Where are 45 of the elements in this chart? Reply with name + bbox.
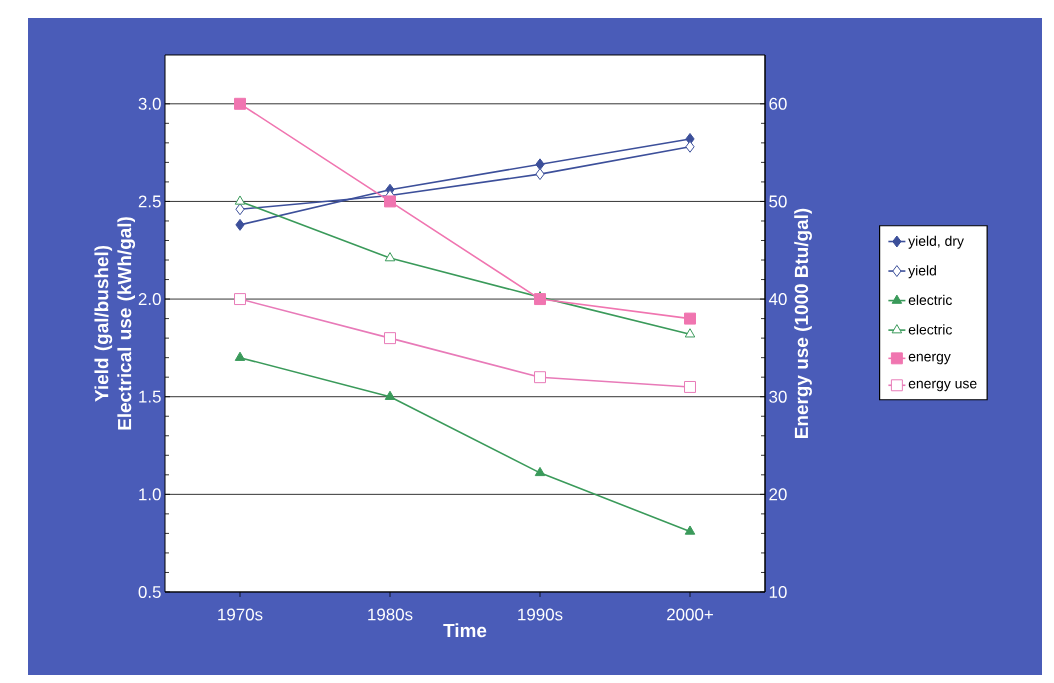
y-tick-label: 1.5 xyxy=(139,390,161,403)
y2-tick-label: 40 xyxy=(768,293,787,306)
point xyxy=(684,328,696,338)
legend-label: electric xyxy=(908,294,952,306)
point xyxy=(534,293,546,306)
point xyxy=(534,466,546,477)
point xyxy=(384,332,396,345)
y-tick-label: 1.0 xyxy=(139,488,161,501)
y2-tick-label: 50 xyxy=(769,195,787,208)
legend-label: energy xyxy=(908,353,951,365)
point xyxy=(684,312,696,325)
y-tick-label: 2.0 xyxy=(138,293,161,306)
point xyxy=(384,390,396,400)
point xyxy=(235,218,245,231)
y-tick-label: 3.0 xyxy=(138,97,161,110)
point xyxy=(384,252,396,262)
y2-tick-label: 30 xyxy=(769,390,787,403)
point xyxy=(685,140,695,153)
point xyxy=(535,158,545,171)
y-axis-title: Yield (gal/bushel) Electrical use (kWh/gal) xyxy=(94,217,136,430)
y2-tick-label: 60 xyxy=(769,97,787,110)
legend-label: yield xyxy=(908,265,936,279)
point xyxy=(535,168,545,181)
point xyxy=(235,203,245,216)
point xyxy=(384,195,396,208)
y2-tick-label: 10 xyxy=(769,585,787,598)
y-tick-label: 0.5 xyxy=(138,585,161,598)
legend-label: yield, dry xyxy=(908,235,964,249)
point xyxy=(234,293,246,306)
x-tick-label: 2000+ xyxy=(667,608,713,621)
x-tick-label: 1970s xyxy=(218,608,263,621)
point xyxy=(534,371,546,384)
y-tick-label: 2.5 xyxy=(138,195,161,208)
point xyxy=(234,351,246,361)
legend-label: energy use xyxy=(908,380,977,392)
legend-label: electric xyxy=(908,324,952,335)
y2-tick-label: 20 xyxy=(769,488,787,501)
x-tick-label: 1980s xyxy=(368,608,413,621)
point xyxy=(234,195,246,205)
x-tick-label: 1990s xyxy=(518,608,563,621)
y2-axis-title: Energy use (1000 Btu/gal) xyxy=(794,208,812,438)
point xyxy=(234,97,246,110)
x-axis-title: Time xyxy=(443,623,487,638)
point xyxy=(684,380,696,393)
point xyxy=(684,525,696,535)
